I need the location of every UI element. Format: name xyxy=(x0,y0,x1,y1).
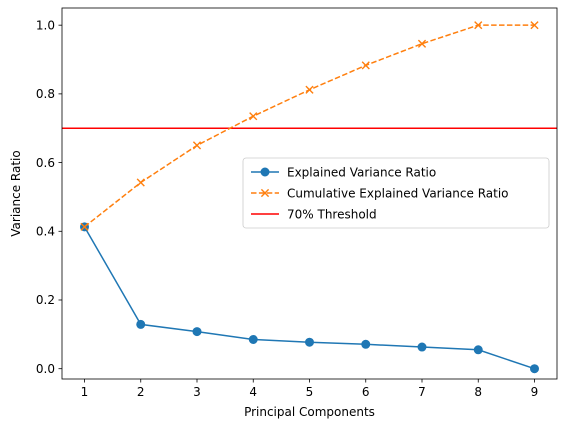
data-point xyxy=(530,21,539,30)
series-cumulative-variance xyxy=(80,21,539,231)
data-point xyxy=(305,85,314,94)
data-point xyxy=(361,61,370,70)
data-point xyxy=(80,222,89,231)
legend-entry: Explained Variance Ratio xyxy=(251,165,436,179)
x-tick-label: 9 xyxy=(531,385,539,399)
x-tick-label: 2 xyxy=(137,385,145,399)
y-tick-label: 0.6 xyxy=(36,156,55,170)
data-point xyxy=(249,112,258,121)
x-tick-label: 1 xyxy=(81,385,89,399)
y-tick-label: 0.4 xyxy=(36,224,55,238)
legend-label: Explained Variance Ratio xyxy=(287,165,436,179)
y-axis-ticks: 0.0 0.2 0.4 0.6 0.8 1.0 xyxy=(36,18,62,376)
y-tick-label: 0.0 xyxy=(36,362,55,376)
y-tick-label: 1.0 xyxy=(36,18,55,32)
x-tick-label: 4 xyxy=(249,385,257,399)
x-tick-label: 5 xyxy=(306,385,314,399)
legend-entry: Cumulative Explained Variance Ratio xyxy=(251,186,509,200)
x-tick-label: 3 xyxy=(193,385,201,399)
y-axis-label: Variance Ratio xyxy=(9,150,23,236)
data-point xyxy=(417,342,427,352)
x-axis-label: Principal Components xyxy=(244,405,375,419)
data-point xyxy=(417,39,427,48)
legend-label: Cumulative Explained Variance Ratio xyxy=(287,186,509,200)
y-tick-label: 0.8 xyxy=(36,87,55,101)
data-point xyxy=(473,345,483,355)
series-explained-variance xyxy=(80,222,539,374)
legend: Explained Variance Ratio Cumulative Expla… xyxy=(242,157,550,229)
data-point xyxy=(530,364,539,374)
data-point xyxy=(305,337,314,347)
data-point xyxy=(260,188,270,198)
data-point xyxy=(260,167,270,177)
legend-entry: 70% Threshold xyxy=(251,207,377,221)
x-axis-ticks: 1 2 3 4 5 6 7 8 9 xyxy=(81,379,539,399)
x-tick-label: 7 xyxy=(418,385,426,399)
data-point xyxy=(474,21,483,30)
data-point xyxy=(136,178,145,187)
series-layer xyxy=(80,21,539,374)
data-point xyxy=(248,334,258,344)
x-tick-label: 8 xyxy=(474,385,482,399)
data-point xyxy=(192,141,202,150)
x-tick-label: 6 xyxy=(362,385,370,399)
legend-box xyxy=(242,157,550,229)
y-tick-label: 0.2 xyxy=(36,293,55,307)
legend-label: 70% Threshold xyxy=(287,207,377,221)
data-point xyxy=(192,327,202,337)
data-point xyxy=(361,339,371,349)
data-point xyxy=(136,319,146,329)
